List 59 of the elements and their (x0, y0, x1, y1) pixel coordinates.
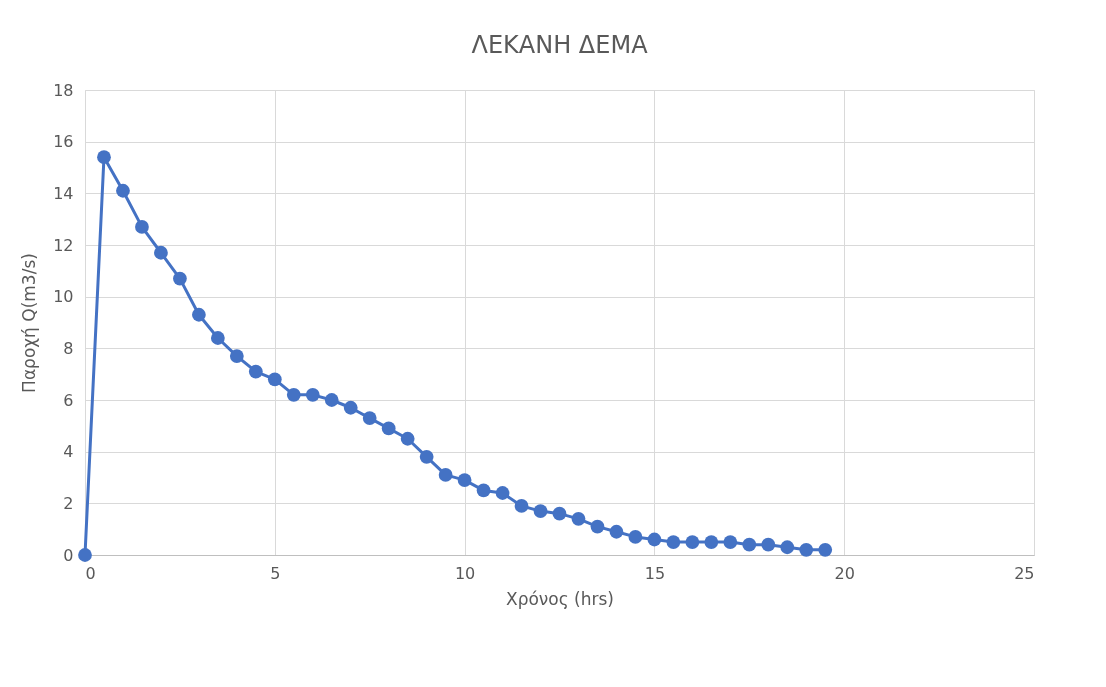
point (362, 411, 377, 425)
point (135, 220, 149, 234)
point (154, 245, 168, 260)
x-tick-label: 20 (834, 563, 855, 583)
point (666, 535, 681, 549)
point (400, 431, 415, 446)
point (799, 542, 814, 557)
y-tick-label: 10 (53, 287, 74, 307)
x-tick-label: 0 (85, 563, 96, 583)
chart-title: ΛΕΚΑΝΗ ΔΕΜΑ (471, 31, 649, 59)
point (495, 486, 510, 500)
point (704, 535, 719, 549)
x-tick-label: 5 (270, 563, 281, 583)
point (457, 473, 472, 487)
point (286, 387, 301, 402)
point (324, 393, 339, 407)
point (647, 532, 662, 547)
y-tick-label: 6 (63, 390, 74, 410)
point (173, 271, 187, 286)
point (742, 537, 757, 552)
point (685, 535, 700, 549)
point (571, 511, 586, 526)
point (305, 387, 320, 402)
point (761, 537, 776, 552)
y-tick-label: 12 (53, 235, 74, 255)
point (419, 449, 434, 464)
point (78, 548, 92, 562)
point (533, 504, 548, 518)
x-tick-label: 25 (1014, 563, 1035, 583)
point (248, 364, 263, 379)
point (343, 400, 358, 415)
x-axis-title: Χρόνος (hrs) (505, 588, 615, 609)
x-tick-label: 15 (644, 563, 666, 583)
y-tick-label: 2 (63, 493, 74, 513)
point (628, 530, 643, 544)
y-tick-label: 14 (53, 183, 74, 203)
point (780, 540, 795, 555)
point (552, 506, 567, 521)
point (267, 372, 282, 387)
point (818, 542, 833, 557)
y-tick-label: 16 (53, 132, 74, 152)
x-tick-label: 10 (454, 563, 476, 583)
point (97, 150, 111, 165)
point (723, 535, 738, 549)
y-tick-label: 4 (63, 442, 74, 462)
point (476, 483, 491, 498)
y-tick-label: 8 (63, 338, 74, 358)
y-axis-title: Παροχή Q(m3/s) (19, 253, 40, 393)
point (210, 331, 225, 345)
point (438, 468, 453, 482)
y-tick-label: 18 (53, 80, 74, 100)
y-tick-label: 0 (63, 545, 74, 565)
point (381, 421, 396, 436)
point (229, 349, 244, 363)
point (116, 183, 130, 198)
point (590, 519, 605, 534)
point (609, 524, 624, 539)
point (191, 307, 206, 322)
point (514, 499, 529, 513)
